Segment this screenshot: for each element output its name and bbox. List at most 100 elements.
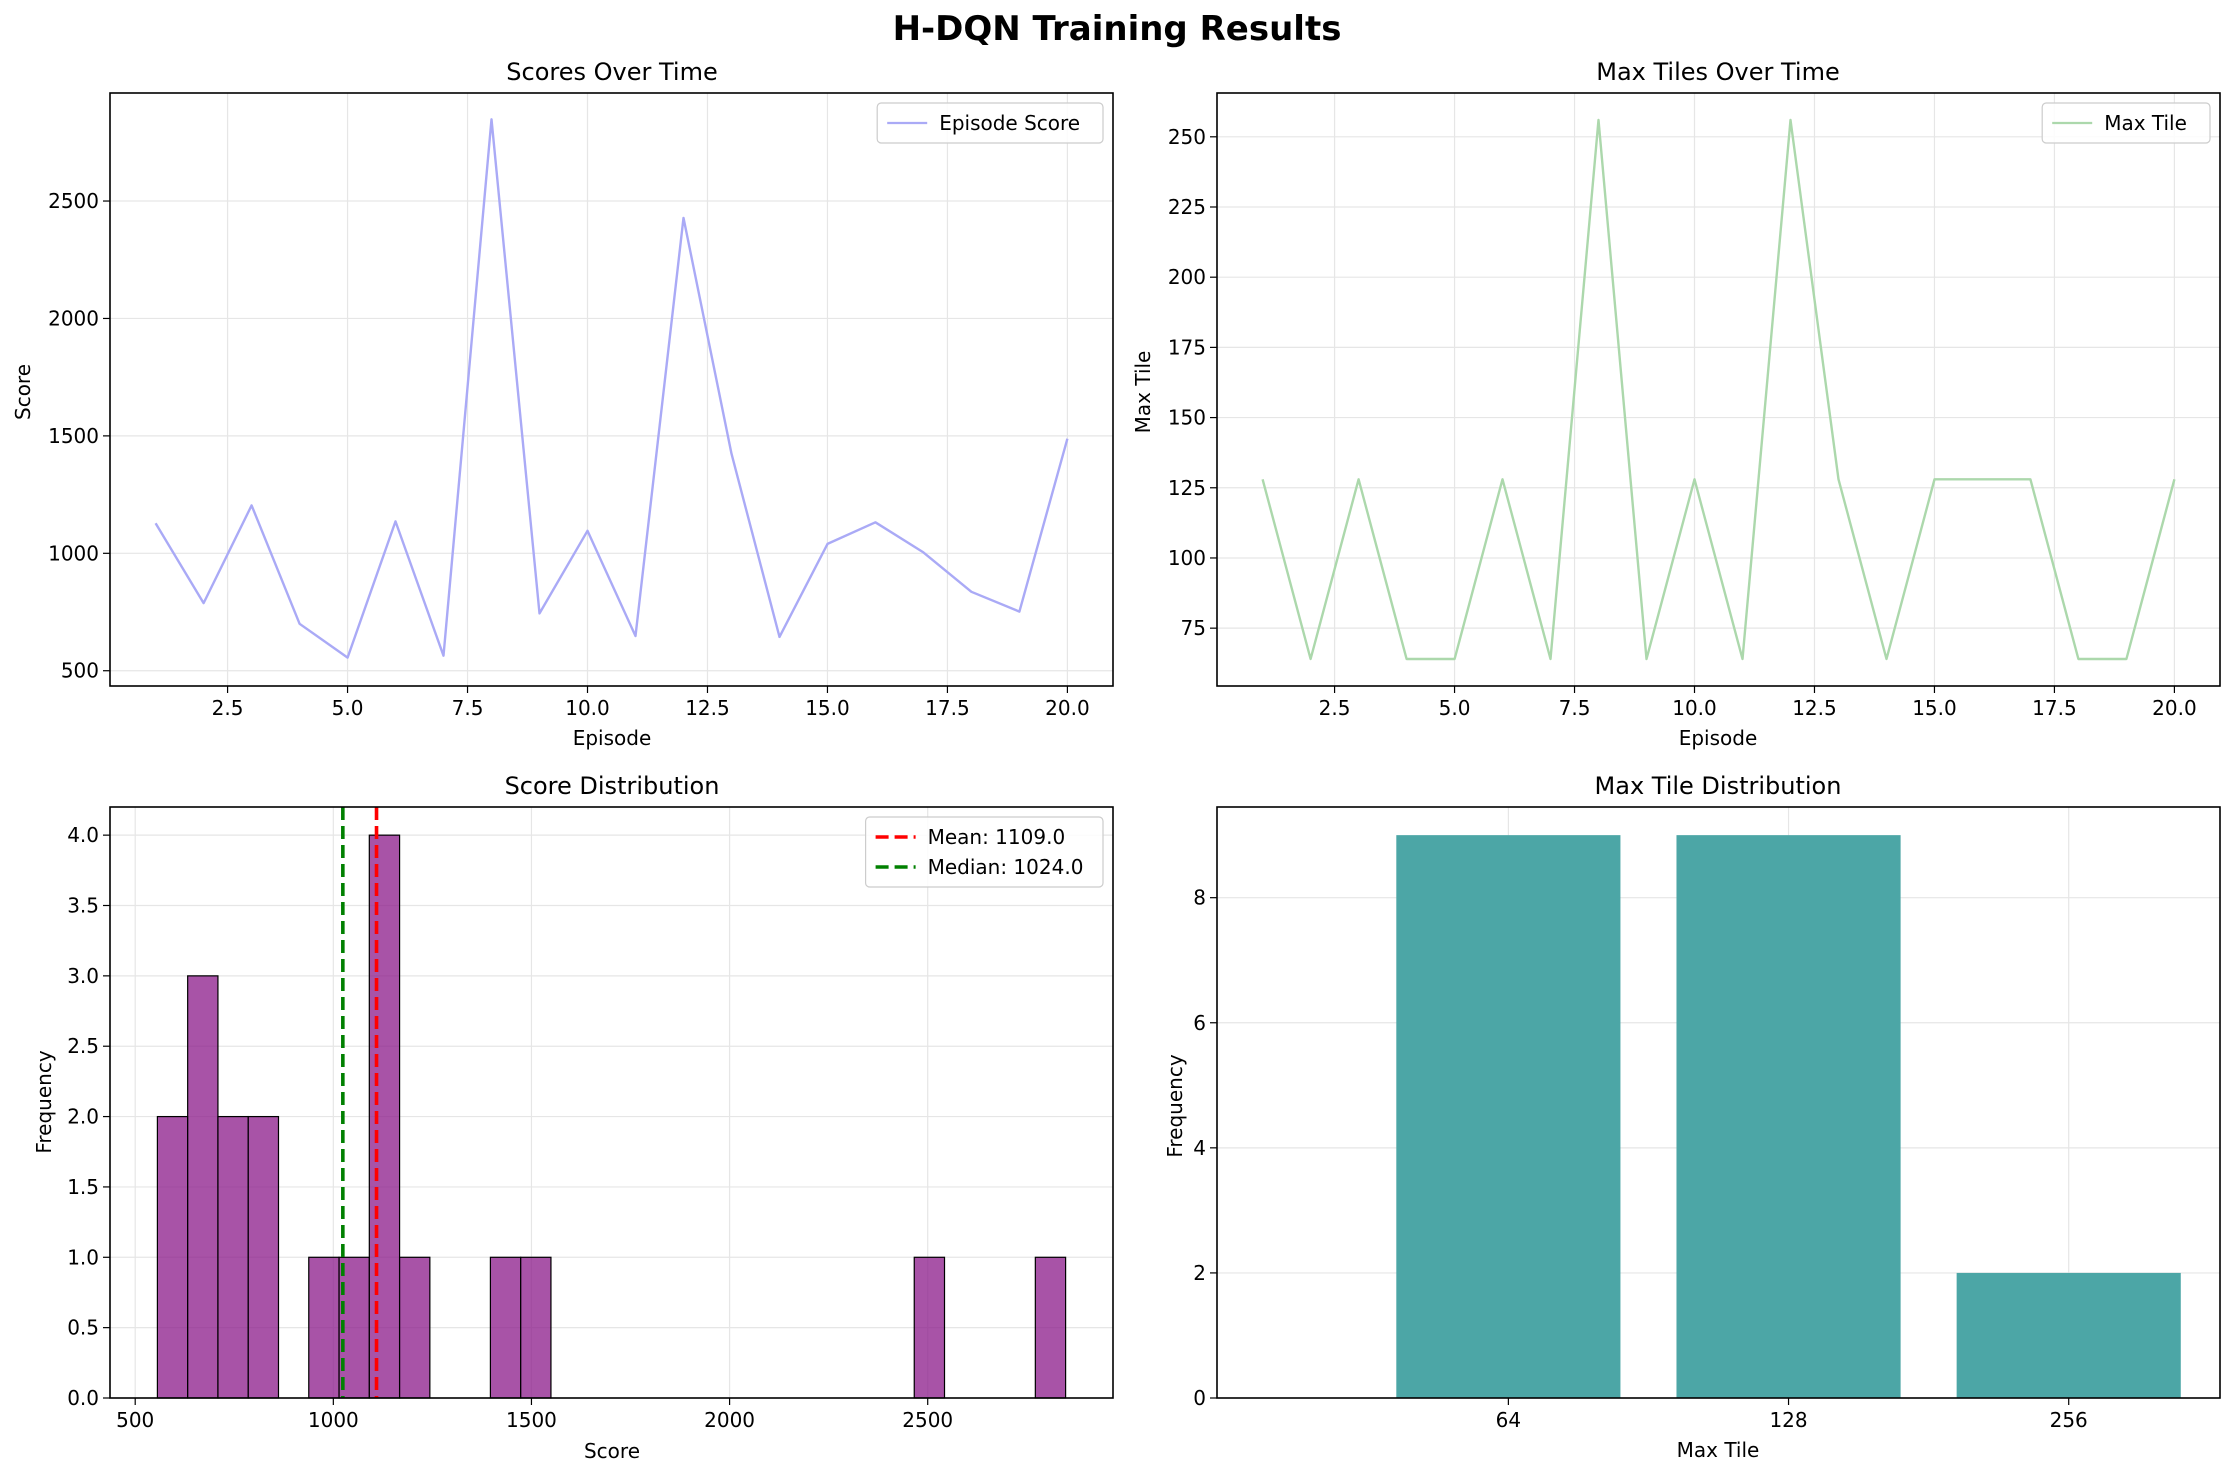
x-tick-label: 10.0 [565,696,610,720]
series-line [1261,118,2176,661]
y-tick-label: 2.0 [67,1105,99,1129]
x-tick-label: 5.0 [1439,696,1471,720]
axes-frame [109,806,1114,1399]
y-tick-label: 1.5 [67,1175,99,1199]
legend: Mean: 1109.0 Median: 1024.0 [864,816,1104,888]
score-distribution-ylabel: Frequency [32,1050,56,1153]
figure-suptitle: H-DQN Training Results [893,9,1342,49]
max-tiles-over-time-title: Max Tiles Over Time [1596,58,1840,86]
histogram-bar [1034,1256,1067,1399]
y-tick-label: 1.0 [67,1245,99,1269]
y-tick-label: 3.0 [67,964,99,988]
x-tick-label: 17.5 [925,696,970,720]
axes-frame [1216,806,2221,1399]
x-tick-label: 2.5 [1319,696,1351,720]
x-tick-label: 128 [1769,1408,1807,1432]
histogram-bar [187,975,219,1399]
axes-frame [1216,92,2221,687]
max-tile-distribution-ylabel: Frequency [1163,1054,1187,1157]
scores-over-time-xlabel: Episode [573,726,652,750]
max-tile-distribution-chart: Max Tile Distribution Max Tile Frequency… [1163,772,2221,1462]
y-tick-label: 8 [1193,886,1206,910]
y-tick-label: 2 [1193,1261,1206,1285]
x-tick-label: 5.0 [332,696,364,720]
legend: Max Tile [2041,102,2211,144]
histogram-bar [247,1115,280,1399]
histogram-bar [217,1115,249,1399]
y-tick-label: 175 [1168,335,1206,359]
scores-over-time-title: Scores Over Time [506,58,717,86]
legend-entry: Mean: 1109.0 [928,825,1066,849]
x-tick-label: 12.5 [685,696,730,720]
score-distribution-title: Score Distribution [505,772,720,800]
legend-box [876,102,1104,144]
histogram-bar [489,1256,522,1399]
score-distribution-chart: Score Distribution Score Frequency 0.0 0.… [32,772,1114,1463]
x-tick-label: 17.5 [2032,696,2077,720]
max-tile-distribution-title: Max Tile Distribution [1595,772,1842,800]
y-tick-label: 2.5 [67,1034,99,1058]
y-tick-label: 100 [1168,546,1206,570]
scores-over-time-chart: Scores Over Time Episode Score 500 1000 15… [11,58,1114,750]
y-tick-label: 200 [1168,265,1206,289]
x-tick-label: 2500 [902,1408,953,1432]
series-line [154,118,1069,659]
y-tick-label: 0.5 [67,1316,99,1340]
bar [1956,1272,2181,1398]
y-tick-label: 0 [1193,1386,1206,1410]
y-tick-label: 0.0 [67,1386,99,1410]
max-tile-distribution-xlabel: Max Tile [1677,1438,1760,1462]
legend: Episode Score [876,102,1104,144]
x-tick-label: 64 [1496,1408,1521,1432]
y-tick-label: 6 [1193,1011,1206,1035]
x-tick-label: 1000 [308,1408,359,1432]
x-tick-label: 20.0 [2152,696,2197,720]
x-tick-label: 15.0 [805,696,850,720]
histogram-bar [913,1256,946,1399]
y-tick-label: 2000 [48,306,99,330]
y-tick-label: 250 [1168,125,1206,149]
x-tick-label: 1500 [506,1408,557,1432]
y-tick-label: 1000 [48,541,99,565]
x-tick-label: 7.5 [452,696,484,720]
y-tick-label: 1500 [48,424,99,448]
y-tick-label: 225 [1168,195,1206,219]
histogram-bar [156,1115,189,1399]
max-tiles-over-time-chart: Max Tiles Over Time Episode Max Tile 75 1… [1131,58,2221,750]
grid-lines [110,93,1113,686]
x-tick-label: 256 [2050,1408,2088,1432]
x-tick-label: 12.5 [1792,696,1837,720]
max-tiles-over-time-ylabel: Max Tile [1131,351,1155,434]
x-tick-label: 2.5 [212,696,244,720]
bar [1676,835,1901,1398]
x-tick-label: 10.0 [1672,696,1717,720]
histogram-bar [368,834,401,1399]
scores-over-time-ylabel: Score [11,364,35,420]
bar [1396,835,1621,1398]
x-tick-label: 2000 [704,1408,755,1432]
legend-entry: Episode Score [939,111,1080,135]
histogram-bar [308,1256,340,1399]
y-tick-label: 500 [61,659,99,683]
grid-lines [1217,93,2220,686]
x-tick-label: 15.0 [1912,696,1957,720]
x-tick-label: 7.5 [1559,696,1591,720]
x-tick-label: 20.0 [1045,696,1090,720]
axes-frame [109,92,1114,687]
y-tick-label: 4 [1193,1136,1206,1160]
legend-entry: Max Tile [2104,111,2187,135]
y-tick-label: 125 [1168,476,1206,500]
y-tick-label: 2500 [48,189,99,213]
legend-box [864,816,1104,888]
legend-entry: Median: 1024.0 [928,855,1084,879]
histogram-bar [398,1256,431,1399]
x-tick-label: 500 [116,1408,154,1432]
y-tick-label: 75 [1181,616,1206,640]
y-tick-label: 150 [1168,406,1206,430]
histogram-bar [520,1256,552,1399]
score-distribution-xlabel: Score [584,1439,640,1463]
y-tick-label: 4.0 [67,823,99,847]
max-tiles-over-time-xlabel: Episode [1679,726,1758,750]
legend-box [2041,102,2211,144]
